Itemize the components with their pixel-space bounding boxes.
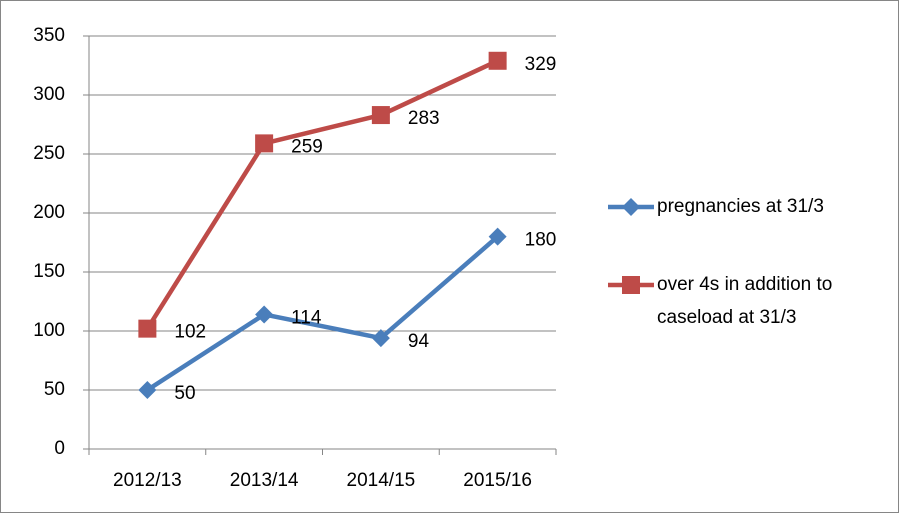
series-line — [146, 234, 500, 392]
series-line — [145, 58, 499, 330]
legend-label: over 4s in addition to caseload at 31/3 — [657, 274, 833, 328]
y-tick-label: 200 — [33, 202, 65, 223]
data-label: 329 — [525, 54, 557, 75]
data-label: 102 — [174, 322, 206, 343]
x-tick-label: 2015/16 — [463, 470, 532, 491]
y-tick-label: 50 — [44, 379, 65, 400]
y-tick-label: 250 — [33, 143, 65, 164]
legend-marker — [622, 198, 640, 216]
data-point — [371, 329, 390, 348]
legend-marker — [622, 276, 640, 294]
data-label: 283 — [408, 108, 440, 129]
y-tick-label: 350 — [33, 25, 65, 46]
x-tick-label: 2013/14 — [230, 470, 299, 491]
legend-label: pregnancies at 31/3 — [657, 196, 824, 217]
data-point — [138, 381, 157, 399]
data-label: 114 — [291, 307, 322, 328]
data-label: 180 — [525, 230, 557, 251]
data-point — [255, 134, 274, 153]
y-tick-label: 300 — [33, 84, 65, 105]
data-label: 94 — [408, 331, 430, 352]
y-tick-label: 0 — [54, 438, 65, 459]
x-tick-label: 2014/15 — [347, 470, 416, 491]
y-tick-label: 100 — [33, 320, 65, 341]
data-point — [255, 305, 274, 324]
data-point — [488, 227, 507, 246]
data-label: 259 — [291, 136, 323, 157]
data-label: 50 — [174, 383, 195, 404]
data-point — [371, 106, 390, 125]
data-point — [488, 51, 507, 70]
x-tick-label: 2012/13 — [113, 470, 182, 491]
y-tick-label: 150 — [33, 261, 65, 282]
data-point — [138, 319, 157, 338]
